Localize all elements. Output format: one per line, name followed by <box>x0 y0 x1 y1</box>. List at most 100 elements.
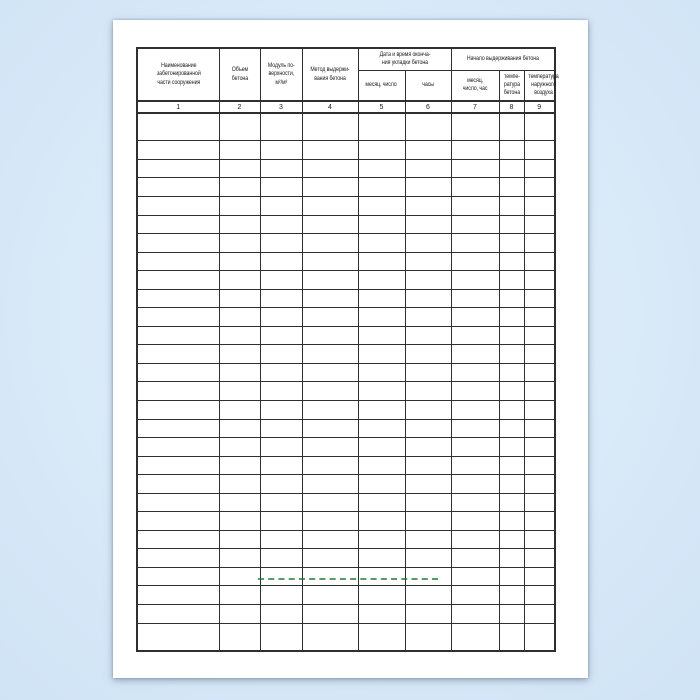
empty-cell <box>498 112 525 142</box>
empty-cell <box>498 344 525 364</box>
empty-cell <box>498 548 525 568</box>
table-row <box>136 548 556 568</box>
empty-cell <box>259 529 303 550</box>
empty-cell <box>357 418 406 439</box>
table-row <box>136 270 556 290</box>
table-row <box>136 344 556 364</box>
empty-cell <box>218 251 261 272</box>
column-number-cell: 6 <box>404 100 452 114</box>
empty-cell <box>523 603 556 624</box>
empty-cell <box>404 492 452 513</box>
empty-cell <box>259 325 303 346</box>
empty-cell <box>523 381 556 401</box>
col-header-concrete-volume-label: Объем бетона <box>231 66 248 82</box>
empty-cell <box>357 381 406 401</box>
empty-cell <box>523 418 556 439</box>
column-number-row: 1 2 3 4 5 6 7 8 9 <box>136 100 556 114</box>
empty-cell <box>450 418 500 439</box>
empty-cell <box>498 251 525 272</box>
empty-cell <box>523 195 556 216</box>
empty-cell <box>259 288 303 309</box>
empty-cell <box>404 112 452 142</box>
empty-cell <box>523 270 556 290</box>
empty-cell <box>259 455 303 476</box>
watermark-line <box>258 578 438 580</box>
empty-cell <box>136 177 220 197</box>
group-header-curing-start: Начало выдерживания бетона <box>450 47 556 71</box>
col-header-structure-name-label: Наименование забетонированной части соор… <box>156 62 201 86</box>
empty-cell <box>136 251 220 272</box>
empty-cell <box>301 548 359 568</box>
empty-cell <box>136 307 220 327</box>
empty-cell <box>259 140 303 160</box>
col-header-hours-label: часы <box>422 81 434 89</box>
empty-cell <box>136 566 220 587</box>
empty-cell <box>523 529 556 550</box>
empty-cell <box>404 566 452 587</box>
empty-cell <box>136 492 220 513</box>
empty-cell <box>136 325 220 346</box>
empty-cell <box>136 455 220 476</box>
col-header-outdoor-temperature-label: температура наружного воздуха <box>527 72 559 97</box>
empty-cell <box>404 622 452 652</box>
empty-cell <box>136 112 220 142</box>
empty-cell <box>523 566 556 587</box>
table-row <box>136 474 556 494</box>
empty-cell <box>259 251 303 272</box>
empty-cell <box>357 437 406 457</box>
empty-cell <box>301 622 359 652</box>
empty-cell <box>136 195 220 216</box>
empty-cell <box>218 566 261 587</box>
empty-cell <box>259 381 303 401</box>
empty-cell <box>498 195 525 216</box>
empty-cell <box>404 344 452 364</box>
table-row <box>136 399 556 420</box>
empty-cell <box>301 511 359 531</box>
empty-cell <box>523 474 556 494</box>
empty-cell <box>404 585 452 605</box>
empty-cell <box>259 511 303 531</box>
empty-cell <box>218 474 261 494</box>
empty-cell <box>301 492 359 513</box>
empty-cell <box>450 474 500 494</box>
empty-cell <box>404 307 452 327</box>
empty-cell <box>301 399 359 420</box>
empty-cell <box>498 622 525 652</box>
empty-cell <box>218 195 261 216</box>
empty-cell <box>523 492 556 513</box>
empty-cell <box>450 585 500 605</box>
empty-cell <box>404 195 452 216</box>
empty-cell <box>498 140 525 160</box>
empty-cell <box>259 270 303 290</box>
empty-cell <box>136 585 220 605</box>
empty-cell <box>259 344 303 364</box>
empty-cell <box>136 399 220 420</box>
empty-cell <box>523 233 556 253</box>
table-row <box>136 381 556 401</box>
empty-cell <box>523 511 556 531</box>
empty-cell <box>357 251 406 272</box>
empty-cell <box>404 603 452 624</box>
empty-cell <box>357 511 406 531</box>
column-number-cell: 5 <box>357 100 406 114</box>
empty-cell <box>259 474 303 494</box>
empty-cell <box>523 437 556 457</box>
empty-cell <box>357 195 406 216</box>
empty-cell <box>357 622 406 652</box>
table-row <box>136 585 556 605</box>
empty-cell <box>450 325 500 346</box>
table-row <box>136 307 556 327</box>
empty-cell <box>404 455 452 476</box>
table-body <box>136 112 556 652</box>
empty-cell <box>498 307 525 327</box>
empty-cell <box>136 511 220 531</box>
empty-cell <box>136 140 220 160</box>
empty-cell <box>404 140 452 160</box>
empty-cell <box>404 251 452 272</box>
empty-cell <box>136 381 220 401</box>
empty-cell <box>301 307 359 327</box>
empty-cell <box>136 603 220 624</box>
empty-cell <box>301 344 359 364</box>
empty-cell <box>404 270 452 290</box>
empty-cell <box>450 177 500 197</box>
